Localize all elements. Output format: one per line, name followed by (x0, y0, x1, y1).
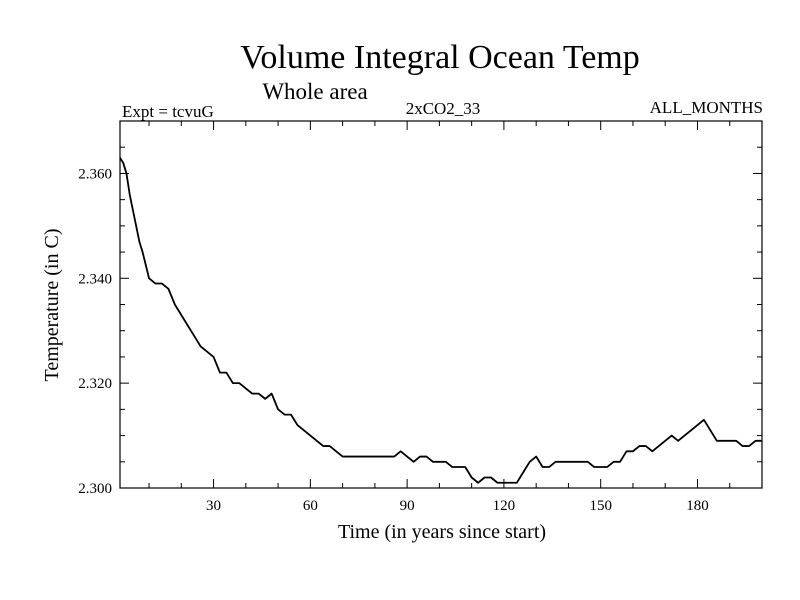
x-tick-label: 60 (303, 498, 318, 514)
x-tick-label: 30 (206, 498, 221, 514)
axis-ticks (120, 120, 762, 489)
y-tick-label: 2.340 (78, 271, 112, 287)
x-tick-label: 120 (493, 498, 516, 514)
run-label: 2xCO2_33 (406, 99, 481, 118)
x-tick-label: 90 (400, 498, 415, 514)
chart-subtitle: Whole area (262, 79, 367, 104)
plot-frame (119, 120, 763, 489)
y-tick-label: 2.320 (78, 376, 112, 392)
axis-tick-labels: 30 60 90 120 150 180 2.300 2.320 2.340 2.360 (78, 166, 708, 514)
y-tick-label: 2.360 (78, 166, 112, 182)
chart-title: Volume Integral Ocean Temp (240, 39, 640, 76)
y-axis-label: Temperature (in C) (41, 229, 63, 382)
months-label: ALL_MONTHS (650, 98, 763, 117)
series-line (119, 157, 762, 484)
y-tick-label: 2.300 (78, 481, 112, 497)
x-axis-label: Time (in years since start) (338, 521, 546, 543)
x-tick-label: 150 (589, 498, 612, 514)
x-tick-label: 180 (686, 498, 709, 514)
expt-label: Expt = tcvuG (122, 102, 214, 121)
